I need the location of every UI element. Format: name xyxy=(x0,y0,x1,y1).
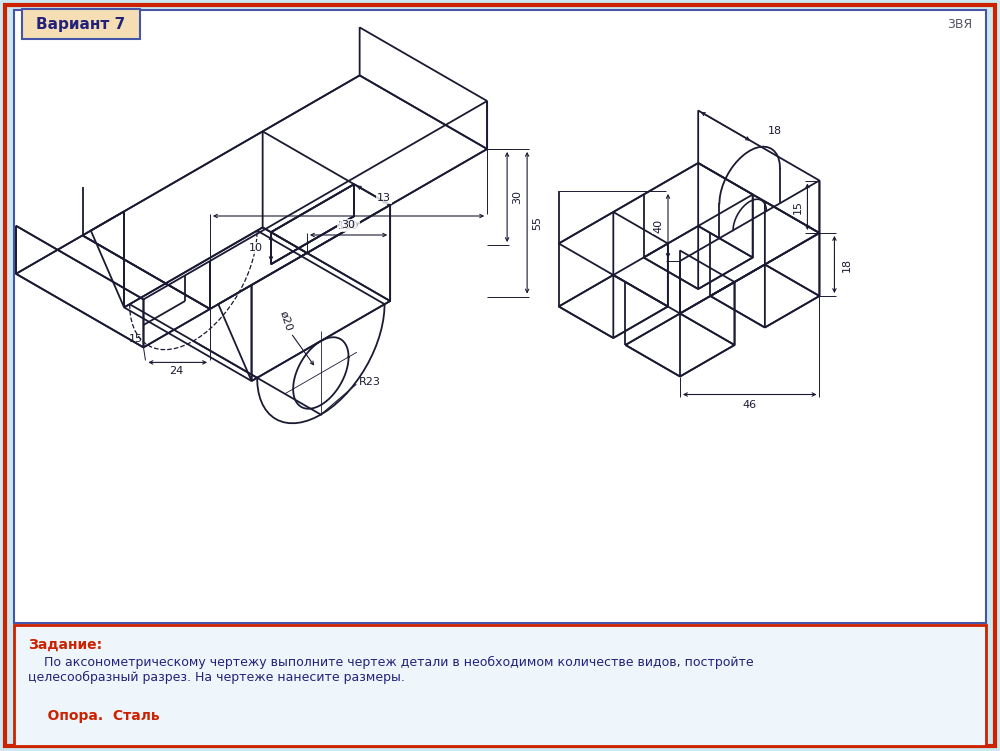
Text: 30: 30 xyxy=(512,190,522,204)
Bar xyxy=(22,9,140,39)
Text: 15: 15 xyxy=(792,200,802,214)
Text: 100: 100 xyxy=(338,221,359,231)
Text: 3ВЯ: 3ВЯ xyxy=(947,17,972,31)
Text: 40: 40 xyxy=(653,219,663,233)
Text: 55: 55 xyxy=(532,216,542,230)
Text: 24: 24 xyxy=(170,366,184,376)
Text: Опора.  Сталь: Опора. Сталь xyxy=(28,709,160,723)
Text: 30: 30 xyxy=(342,220,356,230)
Text: 18: 18 xyxy=(768,126,782,136)
Text: 18: 18 xyxy=(841,258,851,272)
Text: Вариант 7: Вариант 7 xyxy=(36,17,126,32)
Text: 10: 10 xyxy=(249,243,263,253)
Text: ø20: ø20 xyxy=(278,309,294,333)
Text: 46: 46 xyxy=(743,400,757,409)
Bar xyxy=(14,10,986,623)
Text: 13: 13 xyxy=(377,192,391,203)
Text: По аксонометрическому чертежу выполните чертеж детали в необходимом количестве в: По аксонометрическому чертежу выполните … xyxy=(28,656,754,684)
Text: Задание:: Задание: xyxy=(28,638,102,652)
Bar xyxy=(14,625,986,746)
Text: 15: 15 xyxy=(128,334,142,345)
Text: R23: R23 xyxy=(359,376,381,387)
